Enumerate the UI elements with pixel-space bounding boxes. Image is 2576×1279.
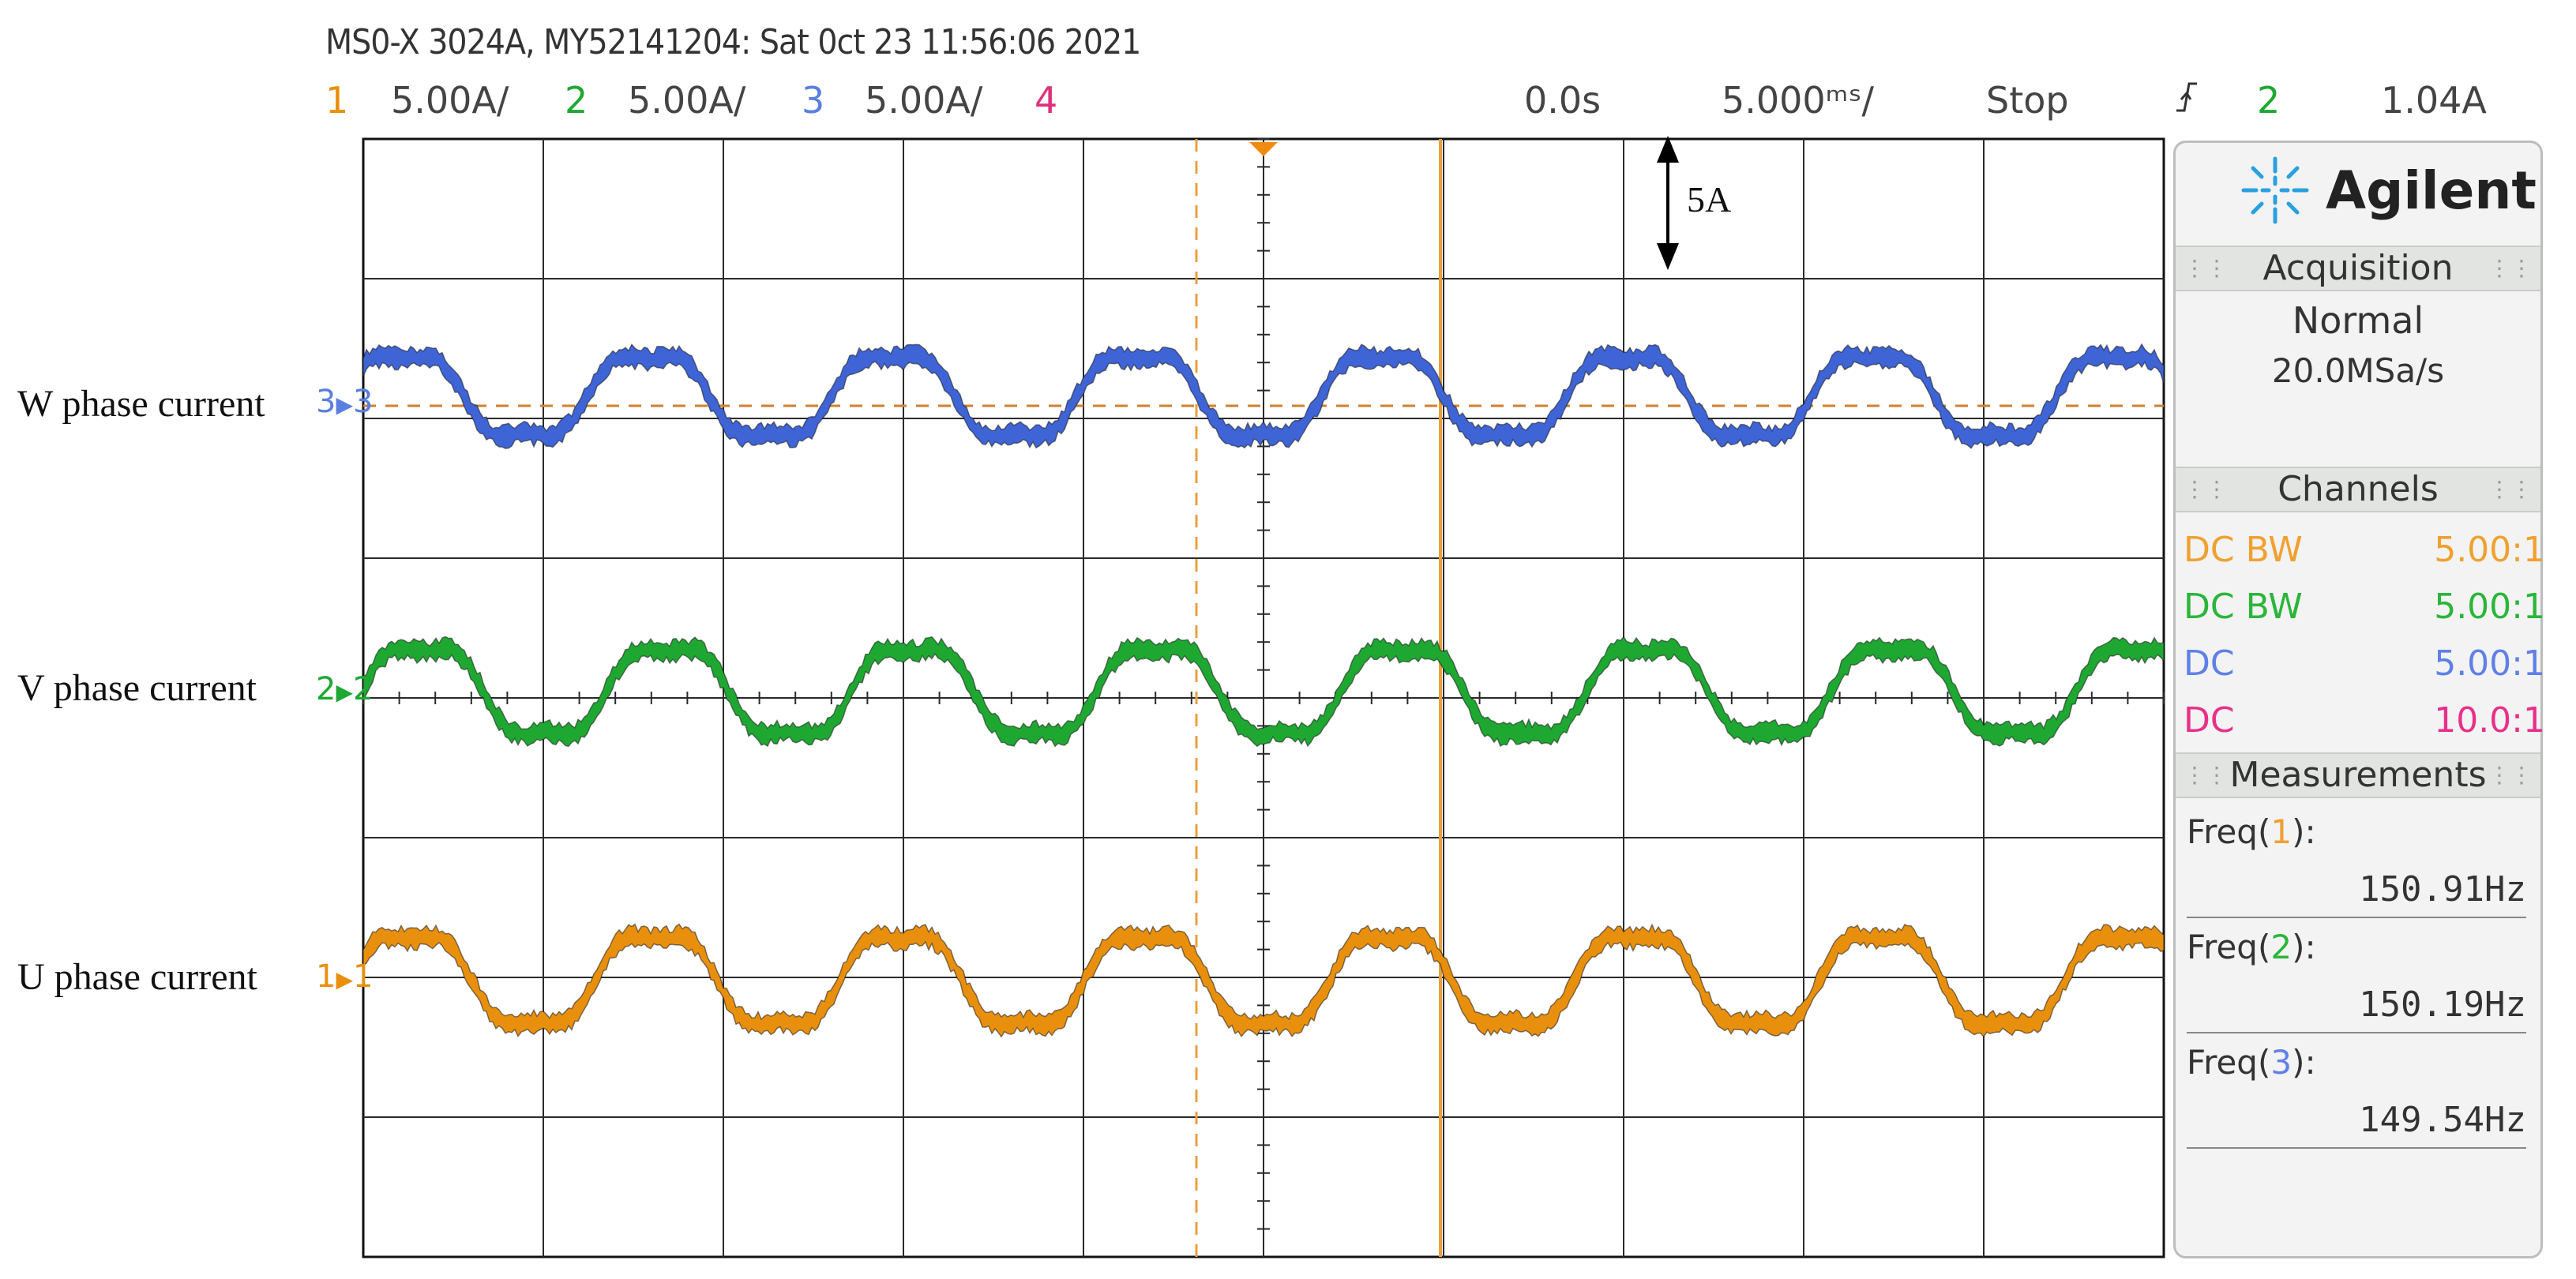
brand-name: Agilent: [2326, 160, 2537, 221]
scale-arrow-icon: [1657, 136, 1679, 270]
trace-u-phase: [362, 923, 2165, 1038]
ch2-ground-marker[interactable]: 2▶2: [316, 671, 374, 707]
ch2-scale[interactable]: 5.00A/: [628, 79, 746, 122]
measurement-3-value: 149.54Hz: [2359, 1100, 2526, 1140]
measurement-3-label: Freq(3):: [2187, 1043, 2316, 1082]
grip-icon: ⋮⋮: [2488, 476, 2533, 502]
time-cursors[interactable]: [363, 139, 2164, 1257]
wave1-band: [362, 923, 2165, 1038]
trace-label-v: V phase current: [17, 667, 257, 709]
side-panel: Agilent ⋮⋮ Acquisition ⋮⋮ Normal 20.0MSa…: [2173, 141, 2545, 1258]
ch1-number[interactable]: 1: [325, 79, 349, 122]
grip-icon: ⋮⋮: [2184, 762, 2228, 788]
ch1-scale[interactable]: 5.00A/: [391, 79, 509, 122]
trigger-edge-icon[interactable]: [2173, 79, 2200, 124]
ch3-ground-marker[interactable]: 3▶3: [316, 384, 374, 420]
wave2-band: [362, 636, 2165, 748]
divider: [2187, 1032, 2526, 1033]
brand-logo: Agilent: [2176, 143, 2540, 236]
trigger-position-marker-icon[interactable]: [1249, 142, 1278, 156]
sample-rate: 20.0MSa/s: [2271, 351, 2445, 390]
measurements-header[interactable]: ⋮⋮ Measurements ⋮⋮: [2176, 752, 2540, 798]
trace-label-u: U phase current: [17, 956, 257, 998]
trace-v-phase: [362, 636, 2165, 748]
acquisition-header[interactable]: ⋮⋮ Acquisition ⋮⋮: [2176, 246, 2540, 291]
graticule: [362, 137, 2165, 1258]
grip-icon: ⋮⋮: [2184, 476, 2228, 502]
ch4-number[interactable]: 4: [1035, 79, 1058, 122]
trigger-channel[interactable]: 2: [2257, 79, 2281, 122]
grip-icon: ⋮⋮: [2488, 255, 2533, 281]
ch1-ground-marker[interactable]: 1▶1: [316, 958, 374, 995]
measurement-2-label: Freq(2):: [2187, 928, 2316, 966]
measurement-1-label: Freq(1):: [2187, 812, 2316, 851]
grip-icon: ⋮⋮: [2184, 255, 2228, 281]
trigger-level[interactable]: 1.04A: [2381, 79, 2487, 122]
grip-icon: ⋮⋮: [2488, 762, 2533, 788]
channels-header[interactable]: ⋮⋮ Channels ⋮⋮: [2176, 467, 2540, 512]
ch3-scale[interactable]: 5.00A/: [865, 79, 983, 122]
trace-label-w: W phase current: [17, 383, 265, 425]
divider: [2187, 917, 2526, 918]
scope-title: MS0-X 3024A, MY52141204: Sat 0ct 23 11:5…: [325, 22, 1141, 62]
measurement-2-value: 150.19Hz: [2359, 985, 2526, 1025]
scale-annotation: 5A: [1687, 179, 1732, 219]
time-scale[interactable]: 5.000ᵐˢ/: [1722, 79, 1875, 122]
agilent-spark-icon: [2241, 156, 2309, 224]
ch2-number[interactable]: 2: [565, 79, 588, 122]
measurement-1-value: 150.91Hz: [2359, 869, 2526, 910]
wave3-band: [362, 343, 2165, 449]
acquisition-mode: Normal: [2292, 299, 2424, 342]
trace-w-phase: [362, 343, 2165, 449]
ch3-number[interactable]: 3: [802, 79, 825, 122]
time-offset[interactable]: 0.0s: [1524, 79, 1602, 122]
divider: [2187, 1147, 2526, 1149]
run-state[interactable]: Stop: [1986, 79, 2069, 122]
